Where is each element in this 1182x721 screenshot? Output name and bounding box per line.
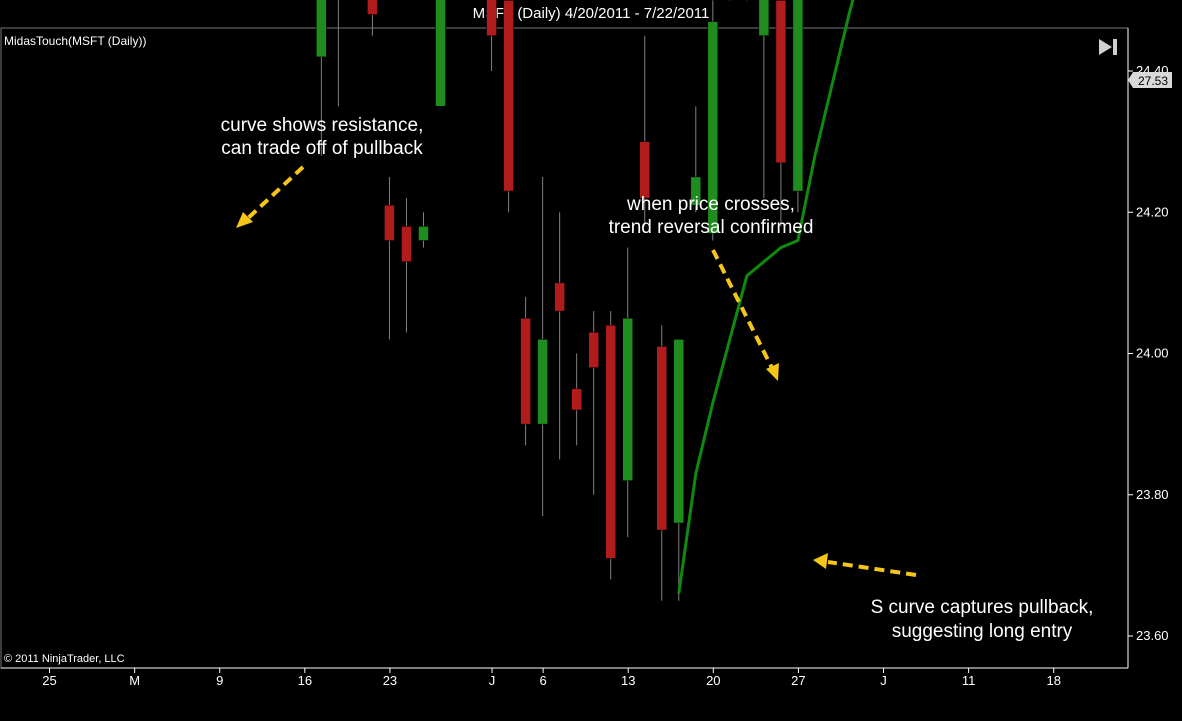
annotation-resistance: curve shows resistance, can trade off of… bbox=[221, 115, 424, 159]
annotation-scurve-line2: suggesting long entry bbox=[892, 621, 1073, 642]
candle bbox=[656, 325, 668, 601]
chart-title: MSFT (Daily) 4/20/2011 - 7/22/2011 bbox=[472, 5, 710, 22]
candle bbox=[554, 212, 565, 460]
candle bbox=[707, 0, 719, 241]
candle-body-up bbox=[673, 339, 685, 524]
x-tick-label: 16 bbox=[298, 673, 312, 688]
candle-body-down bbox=[520, 317, 531, 425]
indicator-label: MidasTouch(MSFT (Daily)) bbox=[4, 34, 146, 48]
candle bbox=[435, 0, 446, 107]
annotation-resistance-line1: curve shows resistance, bbox=[221, 115, 424, 136]
candle bbox=[792, 0, 804, 213]
annotation-arrow-crossover bbox=[711, 249, 779, 381]
x-tick-label: 25 bbox=[42, 673, 56, 688]
x-tick-label: J bbox=[880, 673, 887, 688]
y-axis-ticks: 27.8027.6027.4027.2027.0026.8026.6026.40… bbox=[1128, 63, 1169, 643]
candles-group bbox=[316, 0, 804, 601]
x-tick-label: 20 bbox=[706, 673, 720, 688]
curves-group bbox=[677, 0, 855, 594]
y-tick-label: 23.80 bbox=[1136, 487, 1169, 502]
support-s-curve bbox=[677, 0, 855, 594]
annotation-crossover: when price crosses, trend reversal confi… bbox=[609, 194, 814, 238]
annotation-scurve: S curve captures pullback, suggesting lo… bbox=[871, 597, 1094, 642]
candle-body-down bbox=[384, 204, 395, 241]
candle bbox=[622, 247, 633, 538]
candle bbox=[316, 0, 327, 156]
plot-frame bbox=[0, 27, 1129, 669]
candle bbox=[401, 198, 412, 333]
annotation-arrow-scurve bbox=[813, 553, 917, 577]
candle-body-up bbox=[418, 226, 429, 241]
annotation-scurve-line1: S curve captures pullback, bbox=[871, 597, 1094, 618]
x-tick-label: 6 bbox=[540, 673, 547, 688]
candle-body-down bbox=[554, 282, 565, 312]
candle-body-down bbox=[486, 0, 497, 36]
candle bbox=[571, 353, 582, 446]
annotation-resistance-line2: can trade off of pullback bbox=[221, 138, 423, 159]
candle-body-down bbox=[639, 141, 650, 199]
last-price-badge: 27.53 bbox=[1128, 72, 1172, 88]
candle-body-up bbox=[707, 21, 719, 234]
candle bbox=[486, 0, 497, 71]
last-price-value: 27.53 bbox=[1138, 74, 1168, 88]
x-tick-label: 18 bbox=[1046, 673, 1060, 688]
annotation-arrow-resistance bbox=[236, 165, 305, 228]
candle bbox=[673, 339, 685, 601]
x-tick-label: 13 bbox=[621, 673, 635, 688]
copyright-text: © 2011 NinjaTrader, LLC bbox=[4, 653, 125, 665]
candle bbox=[758, 0, 770, 199]
candle bbox=[503, 0, 514, 213]
x-tick-label: M bbox=[129, 673, 140, 688]
candle bbox=[690, 106, 702, 213]
candle bbox=[418, 212, 429, 248]
annotation-crossover-line2: trend reversal confirmed bbox=[609, 217, 814, 238]
y-tick-label: 23.60 bbox=[1136, 628, 1169, 643]
y-tick-label: 24.00 bbox=[1136, 346, 1169, 361]
candle-body-up bbox=[435, 0, 446, 107]
candle-body-down bbox=[571, 388, 582, 411]
candle bbox=[775, 0, 787, 227]
candle-body-up bbox=[758, 0, 770, 36]
candle bbox=[588, 311, 599, 495]
x-axis-ticks: 25 M 9 16 23 J 6 13 20 27 J 11 18 bbox=[42, 668, 1061, 688]
candle bbox=[367, 0, 378, 36]
candle bbox=[605, 311, 616, 580]
x-tick-label: J bbox=[489, 673, 496, 688]
candle bbox=[639, 35, 650, 227]
x-tick-label: 27 bbox=[791, 673, 805, 688]
annotation-crossover-line1: when price crosses, bbox=[626, 194, 795, 215]
candle-body-up bbox=[622, 317, 633, 481]
x-tick-label: 23 bbox=[383, 673, 397, 688]
candle bbox=[384, 176, 395, 340]
candle-body-down bbox=[401, 226, 412, 262]
y-tick-label: 24.20 bbox=[1136, 204, 1169, 219]
candle-body-down bbox=[605, 325, 616, 559]
x-tick-label: 11 bbox=[962, 673, 976, 688]
candle-body-up bbox=[537, 339, 548, 425]
candle-body-up bbox=[690, 176, 702, 206]
candle-body-down bbox=[656, 346, 668, 531]
candle-body-down bbox=[367, 0, 378, 15]
candle-body-down bbox=[588, 332, 599, 368]
candle bbox=[537, 176, 548, 516]
candle-body-down bbox=[503, 0, 514, 192]
candle-body-up bbox=[316, 0, 327, 58]
candle bbox=[337, 0, 339, 107]
candle-body-down bbox=[775, 0, 787, 164]
scroll-to-end-icon[interactable] bbox=[1094, 36, 1120, 58]
candle-body-up bbox=[792, 0, 804, 192]
candle bbox=[520, 297, 531, 446]
x-tick-label: 9 bbox=[216, 673, 223, 688]
